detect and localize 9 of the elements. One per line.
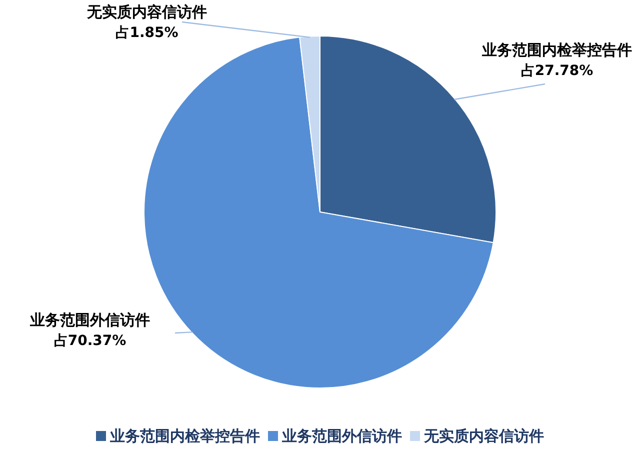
data-label: 占1.85% <box>116 25 178 41</box>
legend-label: 业务范围外信访件 <box>281 427 402 445</box>
data-label: 占70.37% <box>54 333 126 349</box>
slice-label: 业务范围外信访件 <box>29 311 150 329</box>
slice-label: 业务范围内检举控告件 <box>481 41 632 59</box>
legend-label: 业务范围内检举控告件 <box>109 427 260 445</box>
slice-label: 无实质内容信访件 <box>86 3 207 21</box>
data-label: 占27.78% <box>520 63 594 79</box>
legend-label: 无实质内容信访件 <box>423 427 544 445</box>
